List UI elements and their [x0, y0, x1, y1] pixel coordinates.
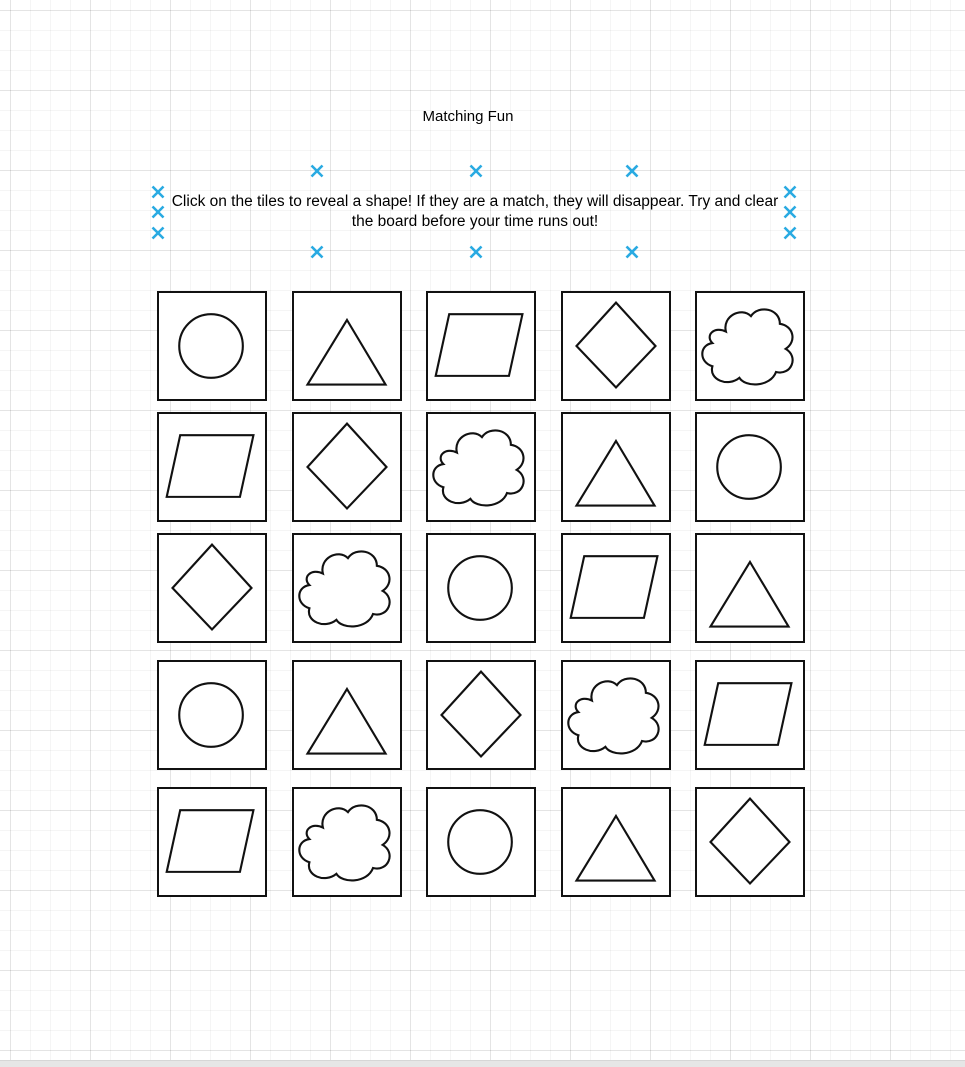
handle-top-left[interactable]	[310, 164, 324, 178]
triangle-icon	[305, 686, 388, 755]
tile-r2-c2[interactable]	[292, 412, 402, 522]
tile-r3-c5[interactable]	[695, 533, 805, 643]
triangle-icon	[574, 813, 657, 882]
handle-right-bottom[interactable]	[783, 226, 797, 240]
circle-icon	[447, 809, 513, 875]
tile-r1-c4[interactable]	[561, 291, 671, 401]
tile-r3-c1[interactable]	[157, 533, 267, 643]
tile-r5-c3[interactable]	[426, 787, 536, 897]
x-mark-icon	[625, 245, 639, 259]
tile-r1-c3[interactable]	[426, 291, 536, 401]
handle-left-bottom[interactable]	[151, 226, 165, 240]
diamond-icon	[440, 670, 522, 758]
x-mark-icon	[783, 205, 797, 219]
tile-r4-c3[interactable]	[426, 660, 536, 770]
circle-icon	[178, 313, 244, 379]
tile-r5-c4[interactable]	[561, 787, 671, 897]
cloud-icon	[701, 308, 794, 386]
tile-r3-c3[interactable]	[426, 533, 536, 643]
handle-right-middle[interactable]	[783, 205, 797, 219]
canvas-scrollbar-track[interactable]	[0, 1060, 965, 1067]
circle-icon	[716, 434, 782, 500]
x-mark-icon	[310, 245, 324, 259]
circle-icon	[447, 555, 513, 621]
x-mark-icon	[310, 164, 324, 178]
handle-bottom-left[interactable]	[310, 245, 324, 259]
tile-r1-c2[interactable]	[292, 291, 402, 401]
x-mark-icon	[469, 164, 483, 178]
tile-r1-c5[interactable]	[695, 291, 805, 401]
cloud-icon	[432, 429, 525, 507]
x-mark-icon	[151, 205, 165, 219]
handle-right-top[interactable]	[783, 185, 797, 199]
handle-left-middle[interactable]	[151, 205, 165, 219]
parallelogram-icon	[165, 809, 255, 873]
x-mark-icon	[469, 245, 483, 259]
handle-bottom-center[interactable]	[469, 245, 483, 259]
x-mark-icon	[783, 226, 797, 240]
tile-r5-c2[interactable]	[292, 787, 402, 897]
handle-left-top[interactable]	[151, 185, 165, 199]
diamond-icon	[575, 301, 657, 389]
page-title: Matching Fun	[422, 108, 514, 125]
tile-r2-c3[interactable]	[426, 412, 536, 522]
tile-r4-c4[interactable]	[561, 660, 671, 770]
tile-r3-c2[interactable]	[292, 533, 402, 643]
tile-r2-c1[interactable]	[157, 412, 267, 522]
circle-icon	[178, 682, 244, 748]
parallelogram-icon	[569, 555, 659, 619]
x-mark-icon	[151, 185, 165, 199]
x-mark-icon	[151, 226, 165, 240]
tile-r5-c5[interactable]	[695, 787, 805, 897]
tile-r4-c5[interactable]	[695, 660, 805, 770]
parallelogram-icon	[434, 313, 524, 377]
handle-top-right[interactable]	[625, 164, 639, 178]
handle-top-center[interactable]	[469, 164, 483, 178]
x-mark-icon	[625, 164, 639, 178]
tile-r2-c4[interactable]	[561, 412, 671, 522]
instructions-text[interactable]: Click on the tiles to reveal a shape! If…	[171, 193, 779, 230]
tile-r4-c2[interactable]	[292, 660, 402, 770]
diamond-icon	[306, 422, 388, 510]
cloud-icon	[298, 550, 391, 628]
tile-r5-c1[interactable]	[157, 787, 267, 897]
diamond-icon	[709, 797, 791, 885]
tile-r2-c5[interactable]	[695, 412, 805, 522]
cloud-icon	[298, 804, 391, 882]
tile-r1-c1[interactable]	[157, 291, 267, 401]
triangle-icon	[574, 438, 657, 507]
tile-r3-c4[interactable]	[561, 533, 671, 643]
x-mark-icon	[783, 185, 797, 199]
diamond-icon	[171, 543, 253, 631]
parallelogram-icon	[703, 682, 793, 746]
triangle-icon	[708, 559, 791, 628]
tile-r4-c1[interactable]	[157, 660, 267, 770]
cloud-icon	[567, 677, 660, 755]
parallelogram-icon	[165, 434, 255, 498]
handle-bottom-right[interactable]	[625, 245, 639, 259]
triangle-icon	[305, 317, 388, 386]
